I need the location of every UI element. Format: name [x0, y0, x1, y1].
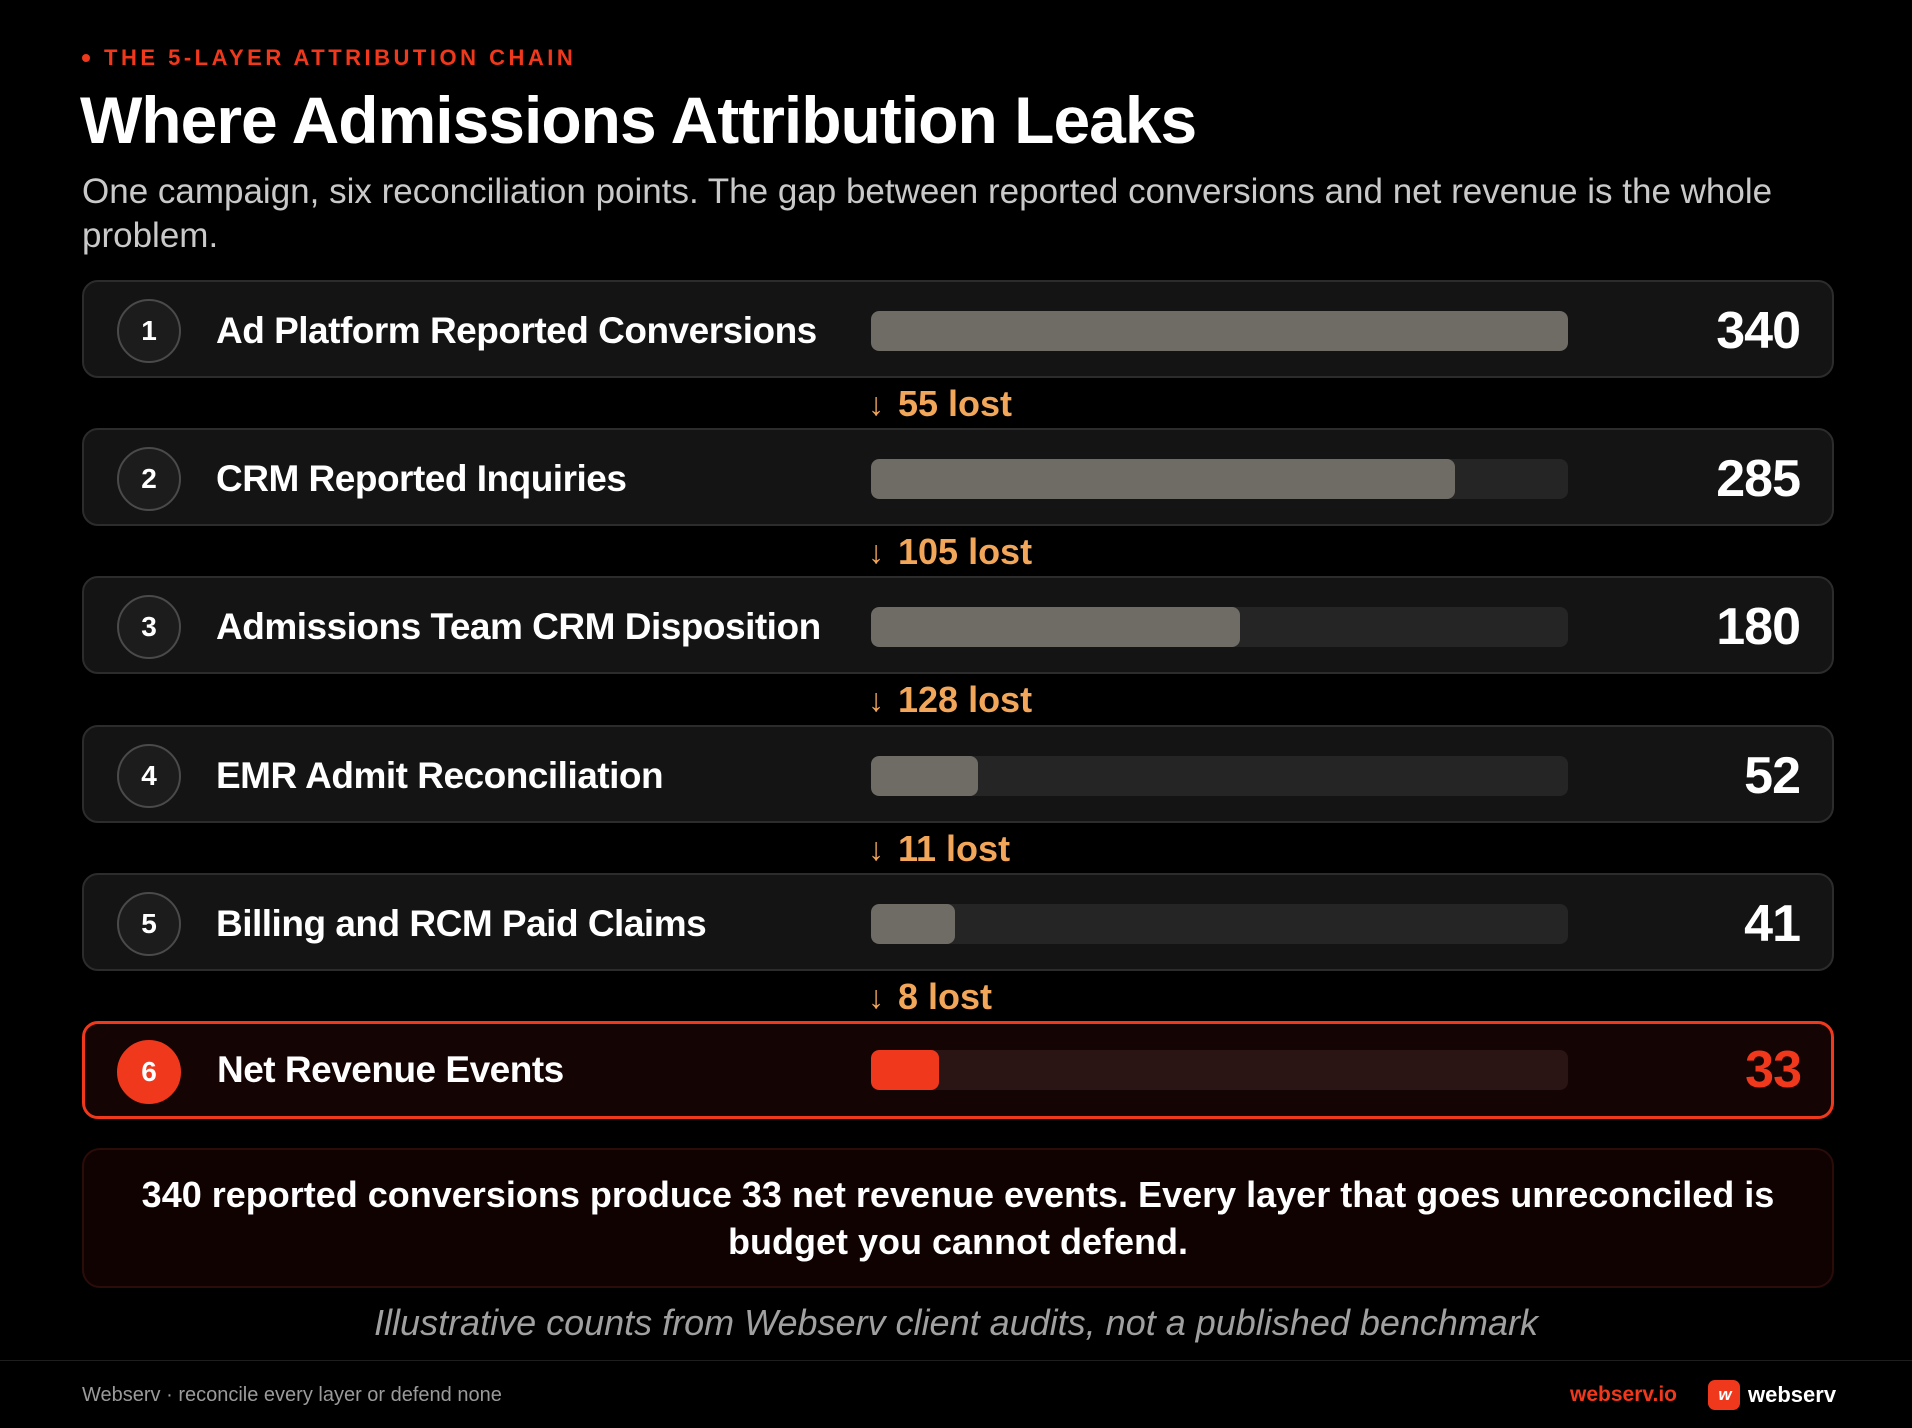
stage-label: EMR Admit Reconciliation [216, 755, 664, 796]
stage-label: CRM Reported Inquiries [216, 458, 627, 499]
footer: Webserv · reconcile every layer or defen… [0, 1360, 1912, 1428]
webserv-logo-icon: w [1708, 1380, 1740, 1410]
stage-bar-track [871, 1050, 1568, 1090]
stage-value: 340 [1716, 302, 1801, 360]
footer-url-link[interactable]: webserv.io [1570, 1383, 1677, 1406]
stage-number-badge: 3 [117, 595, 181, 659]
stage-bar [871, 756, 978, 796]
stage-bar [871, 904, 955, 944]
eyebrow-text: THE 5-LAYER ATTRIBUTION CHAIN [104, 45, 577, 70]
stage-label: Ad Platform Reported Conversions [216, 310, 817, 351]
loss-text: 55 lost [898, 383, 1013, 424]
stage-number-badge: 2 [117, 447, 181, 511]
stage-bar-track [871, 904, 1568, 944]
loss-label-3: ↓ 128 lost [868, 676, 1032, 724]
stage-value: 285 [1716, 450, 1801, 508]
loss-text: 128 lost [898, 679, 1033, 720]
stage-value: 41 [1744, 895, 1801, 953]
stage-row-1: 1 Ad Platform Reported Conversions 340 [82, 280, 1834, 378]
stage-bar-track [871, 607, 1568, 647]
loss-text: 105 lost [898, 531, 1033, 572]
source-caption: Illustrative counts from Webserv client … [374, 1302, 1538, 1343]
footer-brand: w webserv [1708, 1361, 1836, 1428]
stage-bar-track [871, 756, 1568, 796]
stage-row-5: 5 Billing and RCM Paid Claims 41 [82, 873, 1834, 971]
footer-brand-name: webserv [1748, 1382, 1837, 1407]
stage-bar-track [871, 311, 1568, 351]
stage-row-3: 3 Admissions Team CRM Disposition 180 [82, 576, 1834, 674]
arrow-down-icon: ↓ [868, 533, 884, 570]
stage-number-badge: 1 [117, 299, 181, 363]
stage-number-badge: 6 [117, 1040, 181, 1104]
footer-tagline: Webserv · reconcile every layer or defen… [82, 1383, 502, 1406]
stage-label: Net Revenue Events [217, 1049, 564, 1090]
stage-bar [871, 311, 1568, 351]
stage-value: 52 [1744, 747, 1801, 805]
page-title: Where Admissions Attribution Leaks [80, 83, 1197, 157]
arrow-down-icon: ↓ [868, 830, 884, 867]
loss-label-2: ↓ 105 lost [868, 528, 1032, 576]
eyebrow-dot [82, 54, 90, 62]
arrow-down-icon: ↓ [868, 681, 884, 718]
stage-value: 33 [1745, 1041, 1802, 1099]
stage-row-6: 6 Net Revenue Events 33 [82, 1021, 1834, 1119]
eyebrow: THE 5-LAYER ATTRIBUTION CHAIN [82, 44, 576, 72]
stage-label: Admissions Team CRM Disposition [216, 606, 821, 647]
stage-row-4: 4 EMR Admit Reconciliation 52 [82, 725, 1834, 823]
stage-bar [871, 459, 1455, 499]
arrow-down-icon: ↓ [868, 385, 884, 422]
summary-callout: 340 reported conversions produce 33 net … [82, 1148, 1834, 1288]
loss-label-4: ↓ 11 lost [868, 825, 1010, 873]
loss-label-5: ↓ 8 lost [868, 973, 992, 1021]
stage-number-badge: 4 [117, 744, 181, 808]
stage-bar [871, 1050, 939, 1090]
stage-bar [871, 607, 1240, 647]
loss-label-1: ↓ 55 lost [868, 380, 1012, 428]
stage-value: 180 [1716, 598, 1801, 656]
loss-text: 8 lost [898, 976, 993, 1017]
stage-bar-track [871, 459, 1568, 499]
stage-number-badge: 5 [117, 892, 181, 956]
arrow-down-icon: ↓ [868, 978, 884, 1015]
loss-text: 11 lost [898, 828, 1011, 869]
stage-label: Billing and RCM Paid Claims [216, 903, 707, 944]
stage-row-2: 2 CRM Reported Inquiries 285 [82, 428, 1834, 526]
page-subtitle: One campaign, six reconciliation points.… [82, 172, 1773, 255]
